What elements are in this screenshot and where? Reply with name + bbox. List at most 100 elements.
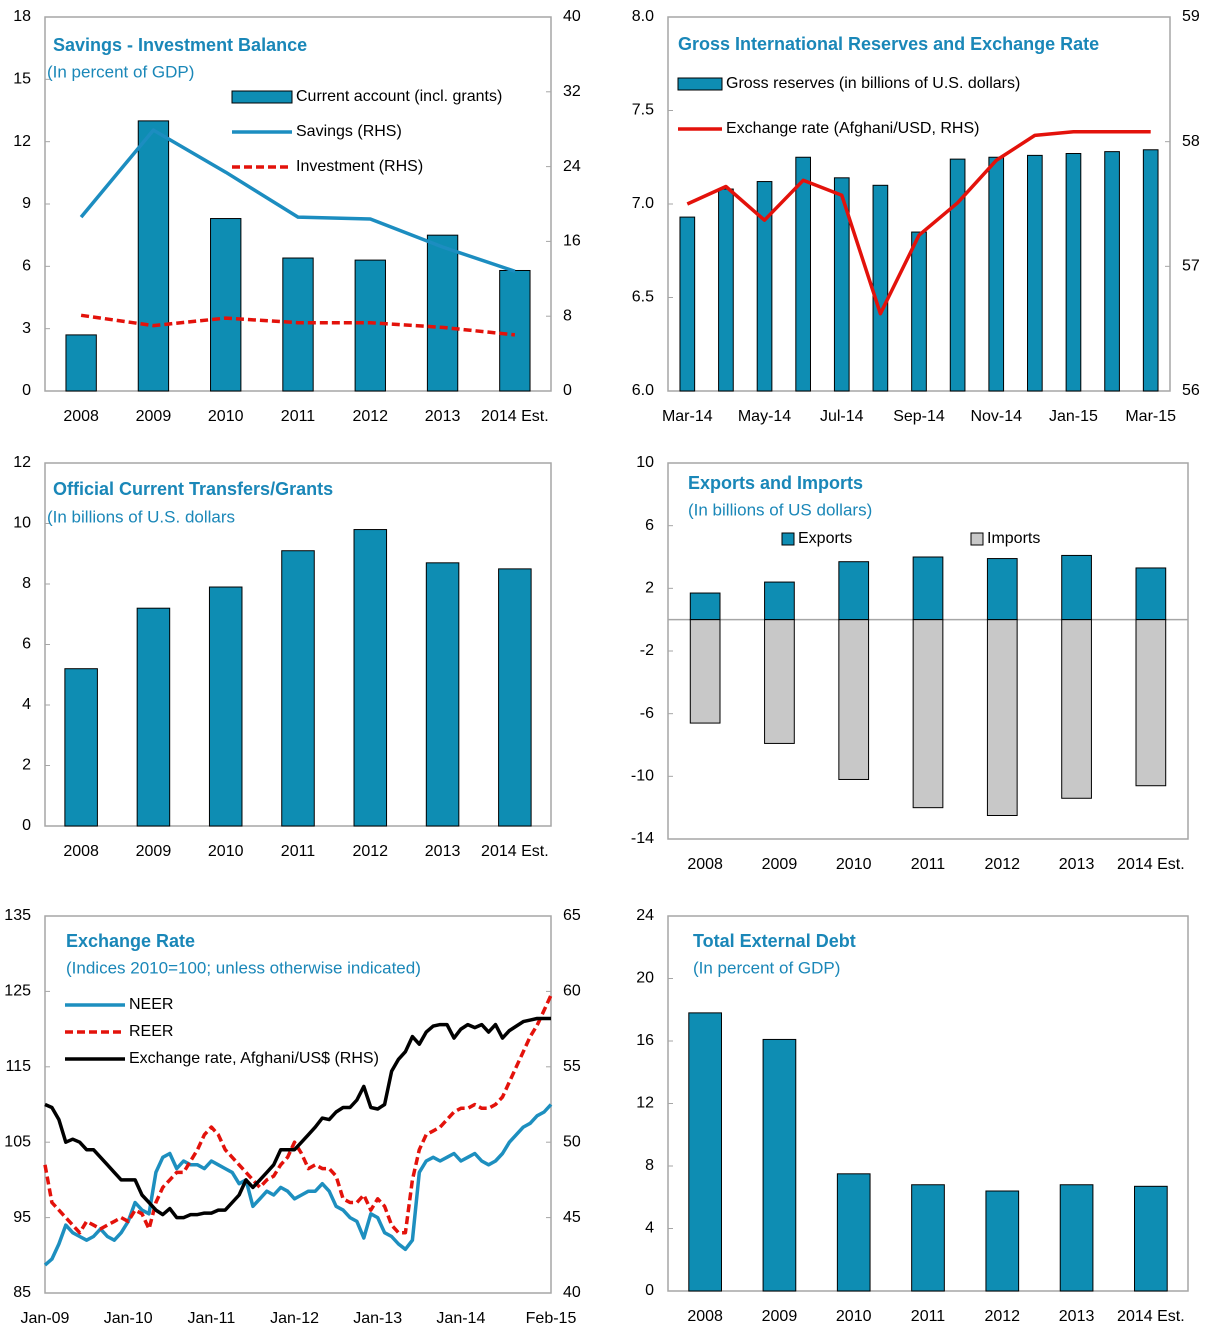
line-series: [80, 313, 516, 337]
x-tick-label: 2011: [911, 856, 946, 873]
bar: [1065, 153, 1082, 392]
y-tick-label: 0: [645, 1282, 654, 1299]
bar: [1059, 1184, 1094, 1292]
x-tick-label: Jan-13: [353, 1310, 402, 1327]
chart-title: Official Current Transfers/Grants: [53, 479, 333, 499]
y-tick-label: 115: [5, 1058, 31, 1075]
chart-title: Exchange Rate: [66, 931, 195, 951]
x-tick-label: Nov-14: [970, 408, 1022, 425]
y-tick-label: 6: [645, 517, 654, 534]
legend-label: Current account (incl. grants): [296, 88, 502, 105]
bar: [949, 158, 966, 392]
x-tick-label: 2011: [911, 1308, 946, 1325]
y2-tick-label: 65: [563, 907, 581, 924]
legend-swatch: [677, 77, 723, 91]
x-tick-label: May-14: [738, 408, 791, 425]
bar: [688, 1012, 722, 1292]
bar: [426, 234, 459, 392]
y-tick-label: 6: [22, 636, 31, 653]
bar: [499, 269, 531, 392]
x-tick-label: 2008: [687, 856, 723, 873]
y-tick-label: -14: [631, 830, 654, 847]
bar: [911, 1184, 945, 1292]
bar: [1027, 154, 1043, 392]
x-tick-label: Jan-11: [187, 1310, 235, 1327]
y2-tick-label: 55: [563, 1058, 581, 1075]
bar: [1135, 567, 1167, 621]
y-tick-label: 95: [13, 1209, 31, 1226]
y-tick-label: 2: [645, 580, 654, 597]
x-tick-label: 2009: [136, 843, 172, 860]
bar: [911, 231, 927, 392]
bar: [425, 562, 460, 827]
x-tick-label: 2014 Est.: [1117, 856, 1185, 873]
y-tick-label: 10: [636, 454, 654, 471]
y-tick-label: 12: [13, 133, 31, 150]
chart-title: Exports and Imports: [688, 473, 863, 493]
x-tick-label: Sep-14: [893, 408, 945, 425]
y-tick-label: 7.0: [632, 195, 654, 212]
chart-title: Savings - Investment Balance: [53, 35, 307, 55]
x-tick-label: 2011: [281, 408, 316, 425]
y-tick-label: 4: [645, 1220, 654, 1237]
y-tick-label: -10: [631, 768, 654, 785]
bar: [210, 218, 242, 392]
x-tick-label: Jan-10: [104, 1310, 153, 1327]
line-series: [686, 129, 1151, 316]
y-tick-label: 2: [22, 757, 31, 774]
x-tick-label: Mar-15: [1125, 408, 1176, 425]
y2-tick-label: 32: [563, 83, 581, 100]
y-tick-label: 6.0: [632, 382, 654, 399]
y-tick-label: 10: [13, 515, 31, 532]
y2-tick-label: 45: [563, 1209, 581, 1226]
bar: [1134, 1185, 1168, 1292]
y-tick-label: 8.0: [632, 8, 654, 25]
y-tick-label: 12: [13, 454, 31, 471]
y-tick-label: 6.5: [632, 289, 654, 306]
x-tick-label: Mar-14: [662, 408, 713, 425]
y2-tick-label: 0: [563, 382, 572, 399]
bar: [986, 619, 1018, 817]
x-tick-label: 2010: [208, 408, 244, 425]
y-tick-label: 8: [645, 1157, 654, 1174]
bar: [137, 120, 170, 392]
x-tick-label: Jan-09: [21, 1310, 70, 1327]
x-tick-label: 2012: [352, 843, 388, 860]
chart-subtitle: (In percent of GDP): [47, 62, 194, 81]
y-tick-label: 6: [22, 258, 31, 275]
chart-title: Gross International Reserves and Exchang…: [678, 34, 1099, 54]
bar: [986, 558, 1018, 621]
line-series: [44, 1016, 551, 1220]
y-tick-label: 135: [4, 907, 31, 924]
legend-label: Gross reserves (in billions of U.S. doll…: [726, 75, 1020, 92]
chart-subtitle: (In billions of U.S. dollars: [47, 507, 235, 526]
line-series: [79, 128, 516, 273]
bar: [282, 257, 314, 392]
x-tick-label: 2008: [63, 408, 99, 425]
x-tick-label: 2013: [1059, 1308, 1095, 1325]
y-tick-label: 16: [636, 1032, 654, 1049]
y-tick-label: 7.5: [632, 102, 654, 119]
x-tick-label: 2009: [762, 856, 798, 873]
legend-label: NEER: [129, 996, 173, 1013]
bar: [838, 619, 870, 780]
bar: [764, 619, 795, 744]
chart-subtitle: (In percent of GDP): [693, 958, 840, 977]
y-tick-label: 0: [22, 382, 31, 399]
x-tick-label: 2010: [836, 856, 872, 873]
y-tick-label: 8: [22, 575, 31, 592]
y-tick-label: 9: [22, 195, 31, 212]
y-tick-label: 125: [4, 983, 31, 1000]
y-tick-label: 20: [636, 970, 654, 987]
y2-tick-label: 8: [563, 307, 572, 324]
bar: [354, 259, 386, 392]
y-tick-label: 4: [22, 696, 31, 713]
x-tick-label: 2008: [63, 843, 99, 860]
y-tick-label: 0: [22, 817, 31, 834]
bar: [1061, 554, 1092, 621]
bar: [838, 561, 870, 621]
bar: [689, 619, 721, 724]
x-tick-label: 2012: [352, 408, 388, 425]
bar: [281, 550, 315, 827]
y-tick-label: 18: [13, 8, 31, 25]
